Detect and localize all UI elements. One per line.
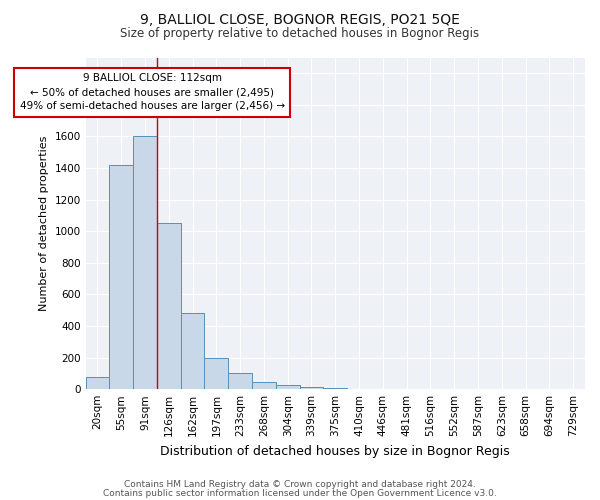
- Bar: [299, 387, 323, 389]
- Text: 9, BALLIOL CLOSE, BOGNOR REGIS, PO21 5QE: 9, BALLIOL CLOSE, BOGNOR REGIS, PO21 5QE: [140, 12, 460, 26]
- Bar: [323, 388, 347, 389]
- Bar: [228, 372, 252, 389]
- Bar: [276, 385, 299, 389]
- Bar: [133, 136, 157, 389]
- X-axis label: Distribution of detached houses by size in Bognor Regis: Distribution of detached houses by size …: [160, 444, 510, 458]
- Bar: [86, 376, 109, 389]
- Bar: [157, 224, 181, 389]
- Text: Contains HM Land Registry data © Crown copyright and database right 2024.: Contains HM Land Registry data © Crown c…: [124, 480, 476, 489]
- Text: Size of property relative to detached houses in Bognor Regis: Size of property relative to detached ho…: [121, 28, 479, 40]
- Bar: [252, 382, 276, 389]
- Bar: [181, 314, 205, 389]
- Bar: [109, 165, 133, 389]
- Text: 9 BALLIOL CLOSE: 112sqm
← 50% of detached houses are smaller (2,495)
49% of semi: 9 BALLIOL CLOSE: 112sqm ← 50% of detache…: [20, 74, 285, 112]
- Bar: [205, 358, 228, 389]
- Text: Contains public sector information licensed under the Open Government Licence v3: Contains public sector information licen…: [103, 489, 497, 498]
- Y-axis label: Number of detached properties: Number of detached properties: [39, 136, 49, 311]
